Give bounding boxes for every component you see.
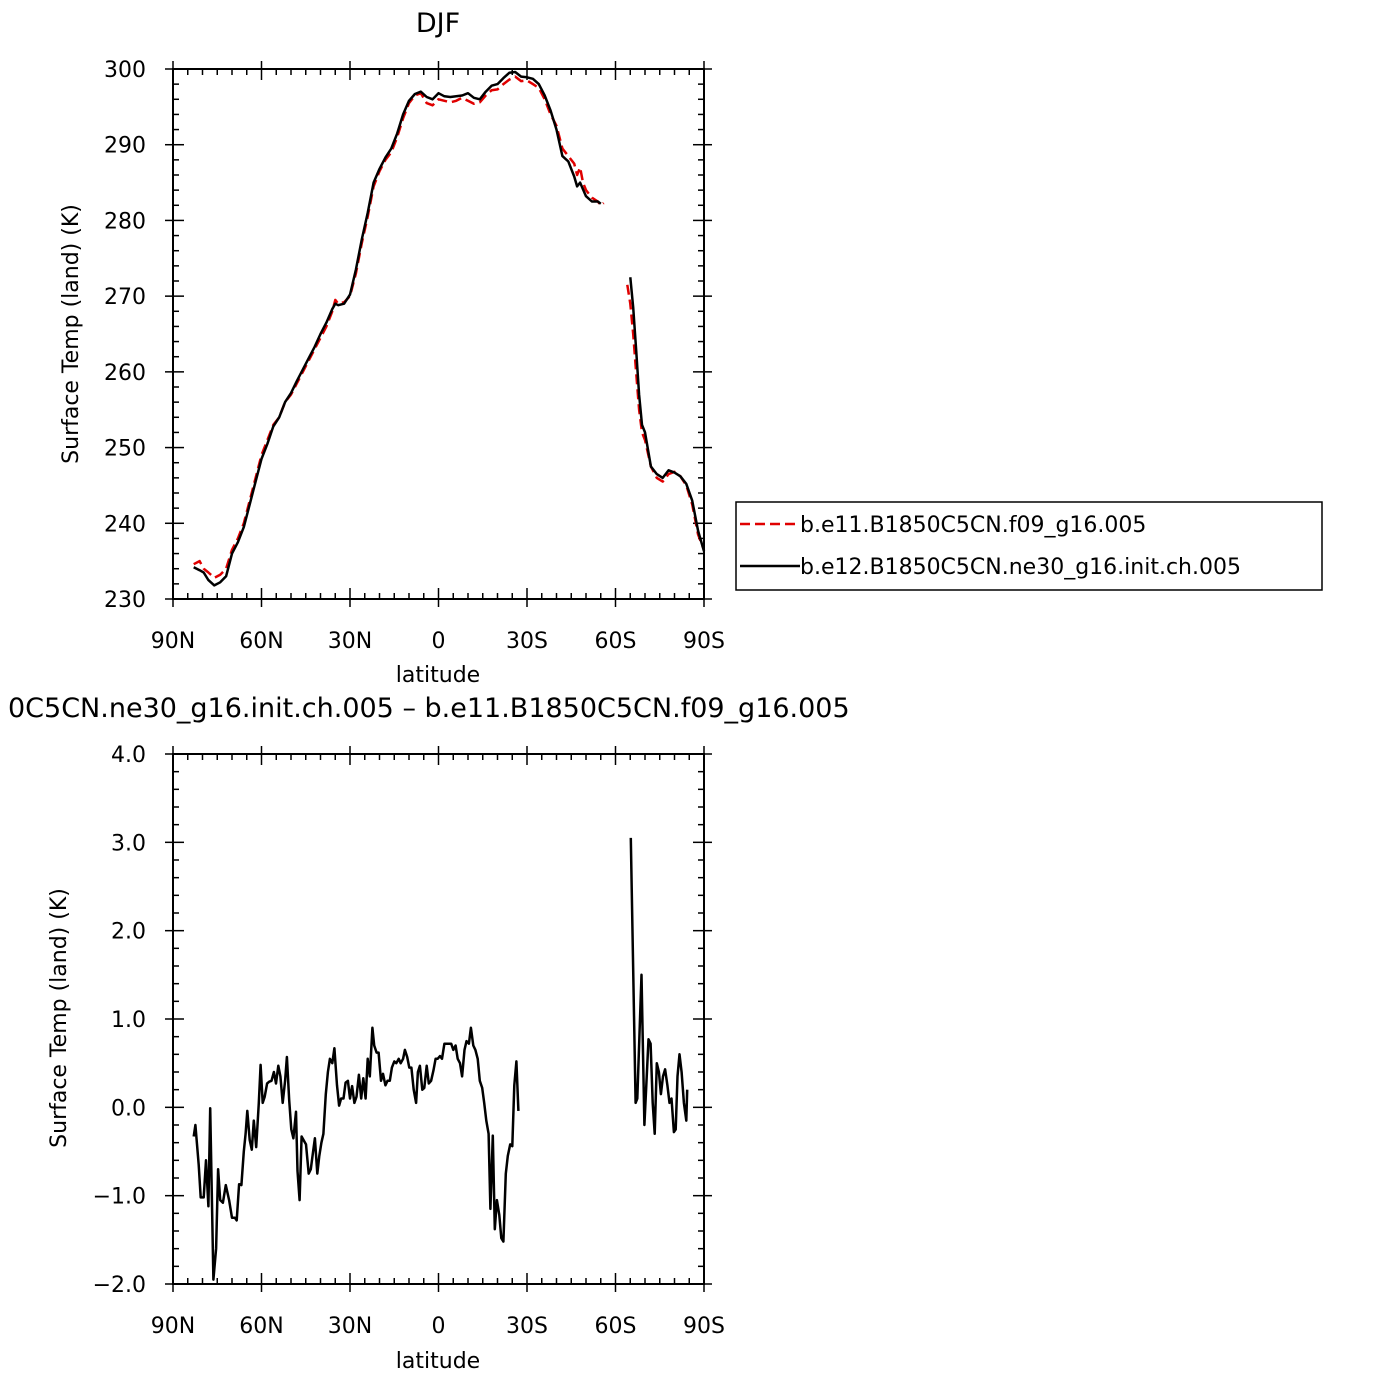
chart-title: DJF bbox=[416, 8, 460, 39]
top-series-line-1 bbox=[626, 284, 706, 551]
bottom-y-tick-label: −1.0 bbox=[93, 1185, 146, 1210]
top-series-line-2 bbox=[629, 277, 706, 552]
bottom-y-tick-label: 1.0 bbox=[111, 1008, 146, 1033]
top-y-tick-label: 240 bbox=[104, 512, 146, 537]
top-ticks bbox=[165, 61, 712, 607]
bottom-x-tick-label: 30S bbox=[506, 1314, 548, 1339]
top-x-tick-label: 90S bbox=[683, 629, 725, 654]
bottom-tick-labels: 90N 60N 30N 0 30S 60S 90S 4.0 3.0 2.0 1.0 0.0 −1.0 −2… bbox=[93, 743, 725, 1339]
bottom-y-axis-label: Surface Temp (land) (K) bbox=[47, 888, 72, 1148]
bottom-x-tick-label: 60N bbox=[239, 1314, 283, 1339]
bottom-x-tick-label: 0 bbox=[432, 1314, 446, 1339]
top-x-tick-label: 60S bbox=[595, 629, 637, 654]
top-y-tick-label: 280 bbox=[104, 209, 146, 234]
bottom-y-tick-label: 3.0 bbox=[111, 831, 146, 856]
top-x-axis-label: latitude bbox=[396, 663, 480, 688]
top-y-tick-label: 290 bbox=[104, 134, 146, 159]
bottom-chart: 0C5CN.ne30_g16.init.ch.005 – b.e11.B1850… bbox=[8, 693, 850, 1374]
top-plot-frame bbox=[172, 68, 705, 600]
top-x-tick-label: 30S bbox=[506, 629, 548, 654]
top-y-tick-label: 230 bbox=[104, 588, 146, 613]
top-x-tick-label: 30N bbox=[328, 629, 372, 654]
bottom-x-tick-label: 30N bbox=[328, 1314, 372, 1339]
legend-box bbox=[735, 501, 1323, 591]
top-y-tick-label: 250 bbox=[104, 437, 146, 462]
bottom-y-tick-label: 4.0 bbox=[111, 743, 146, 768]
bottom-x-tick-label: 90S bbox=[683, 1314, 725, 1339]
top-chart: DJF 90N 60N 30N 0 30S 60S 90S 300 290 280 270 260 25… bbox=[59, 8, 1323, 688]
top-y-tick-label: 300 bbox=[104, 58, 146, 83]
legend: b.e11.B1850C5CN.f09_g16.005 b.e12.B1850C… bbox=[735, 501, 1323, 591]
top-x-tick-label: 0 bbox=[432, 629, 446, 654]
bottom-y-tick-label: −2.0 bbox=[93, 1273, 146, 1298]
legend-entry-1: b.e11.B1850C5CN.f09_g16.005 bbox=[800, 513, 1146, 538]
top-series bbox=[193, 70, 706, 587]
difference-title: 0C5CN.ne30_g16.init.ch.005 – b.e11.B1850… bbox=[8, 693, 850, 724]
top-y-tick-label: 270 bbox=[104, 285, 146, 310]
bottom-y-tick-label: 0.0 bbox=[111, 1096, 146, 1121]
bottom-x-tick-label: 90N bbox=[151, 1314, 195, 1339]
bottom-series bbox=[192, 837, 689, 1281]
legend-entry-2: b.e12.B1850C5CN.ne30_g16.init.ch.005 bbox=[800, 555, 1241, 580]
bottom-plot-frame bbox=[172, 753, 705, 1285]
bottom-x-axis-label: latitude bbox=[396, 1349, 480, 1374]
top-series-line-1 bbox=[193, 75, 605, 580]
bottom-x-tick-label: 60S bbox=[595, 1314, 637, 1339]
bottom-series-line-1 bbox=[192, 1026, 520, 1281]
bottom-series-line-1 bbox=[629, 837, 689, 1136]
top-x-tick-label: 60N bbox=[239, 629, 283, 654]
top-series-line-2 bbox=[193, 70, 602, 587]
bottom-y-tick-label: 2.0 bbox=[111, 920, 146, 945]
top-tick-labels: 90N 60N 30N 0 30S 60S 90S 300 290 280 270 260 250 240… bbox=[104, 58, 725, 654]
top-x-tick-label: 90N bbox=[151, 629, 195, 654]
top-y-axis-label: Surface Temp (land) (K) bbox=[59, 204, 84, 464]
top-y-tick-label: 260 bbox=[104, 361, 146, 386]
bottom-ticks bbox=[165, 746, 712, 1292]
